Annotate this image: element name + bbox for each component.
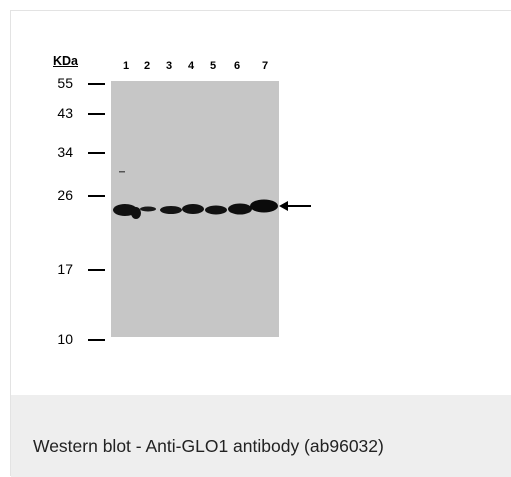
marker-label: 26	[57, 187, 73, 203]
marker-tick	[88, 269, 105, 271]
marker-tick	[88, 339, 105, 341]
lane-label: 3	[165, 60, 173, 72]
band-lane-7	[250, 199, 278, 213]
lane-label: 6	[233, 60, 241, 72]
lane-label: 4	[187, 60, 195, 72]
kda-unit-label: KDa	[53, 54, 79, 68]
marker-label: 55	[57, 75, 73, 91]
marker-label: 34	[57, 144, 73, 160]
lane-label: 1	[122, 60, 130, 72]
figure-caption: Western blot - Anti-GLO1 antibody (ab960…	[33, 436, 384, 456]
band-arrow-head	[279, 201, 288, 211]
lane-label: 7	[261, 60, 269, 72]
marker-tick	[88, 195, 105, 197]
lane-label: 5	[209, 60, 217, 72]
band-lane-5	[205, 205, 227, 215]
marker-label: 17	[57, 261, 73, 277]
band-lane-3	[160, 206, 182, 214]
band-lane-4	[182, 204, 204, 214]
caption-bar: Western blot - Anti-GLO1 antibody (ab960…	[11, 395, 511, 477]
lane-label: 2	[143, 60, 151, 72]
figure-card: KDa 1 2 3 4 5 6 7 55 43 34 26 17 10	[10, 10, 511, 477]
marker-tick	[88, 152, 105, 154]
marker-label: 10	[57, 331, 73, 347]
artifact-mark	[119, 171, 125, 173]
band-lane-2	[140, 206, 156, 212]
protein-bands	[113, 171, 311, 219]
western-blot-image: KDa 1 2 3 4 5 6 7 55 43 34 26 17 10	[11, 11, 511, 394]
band-lane-1-tail	[131, 207, 141, 219]
marker-label: 43	[57, 105, 73, 121]
marker-tick	[88, 83, 105, 85]
band-lane-6	[228, 203, 252, 215]
marker-tick	[88, 113, 105, 115]
